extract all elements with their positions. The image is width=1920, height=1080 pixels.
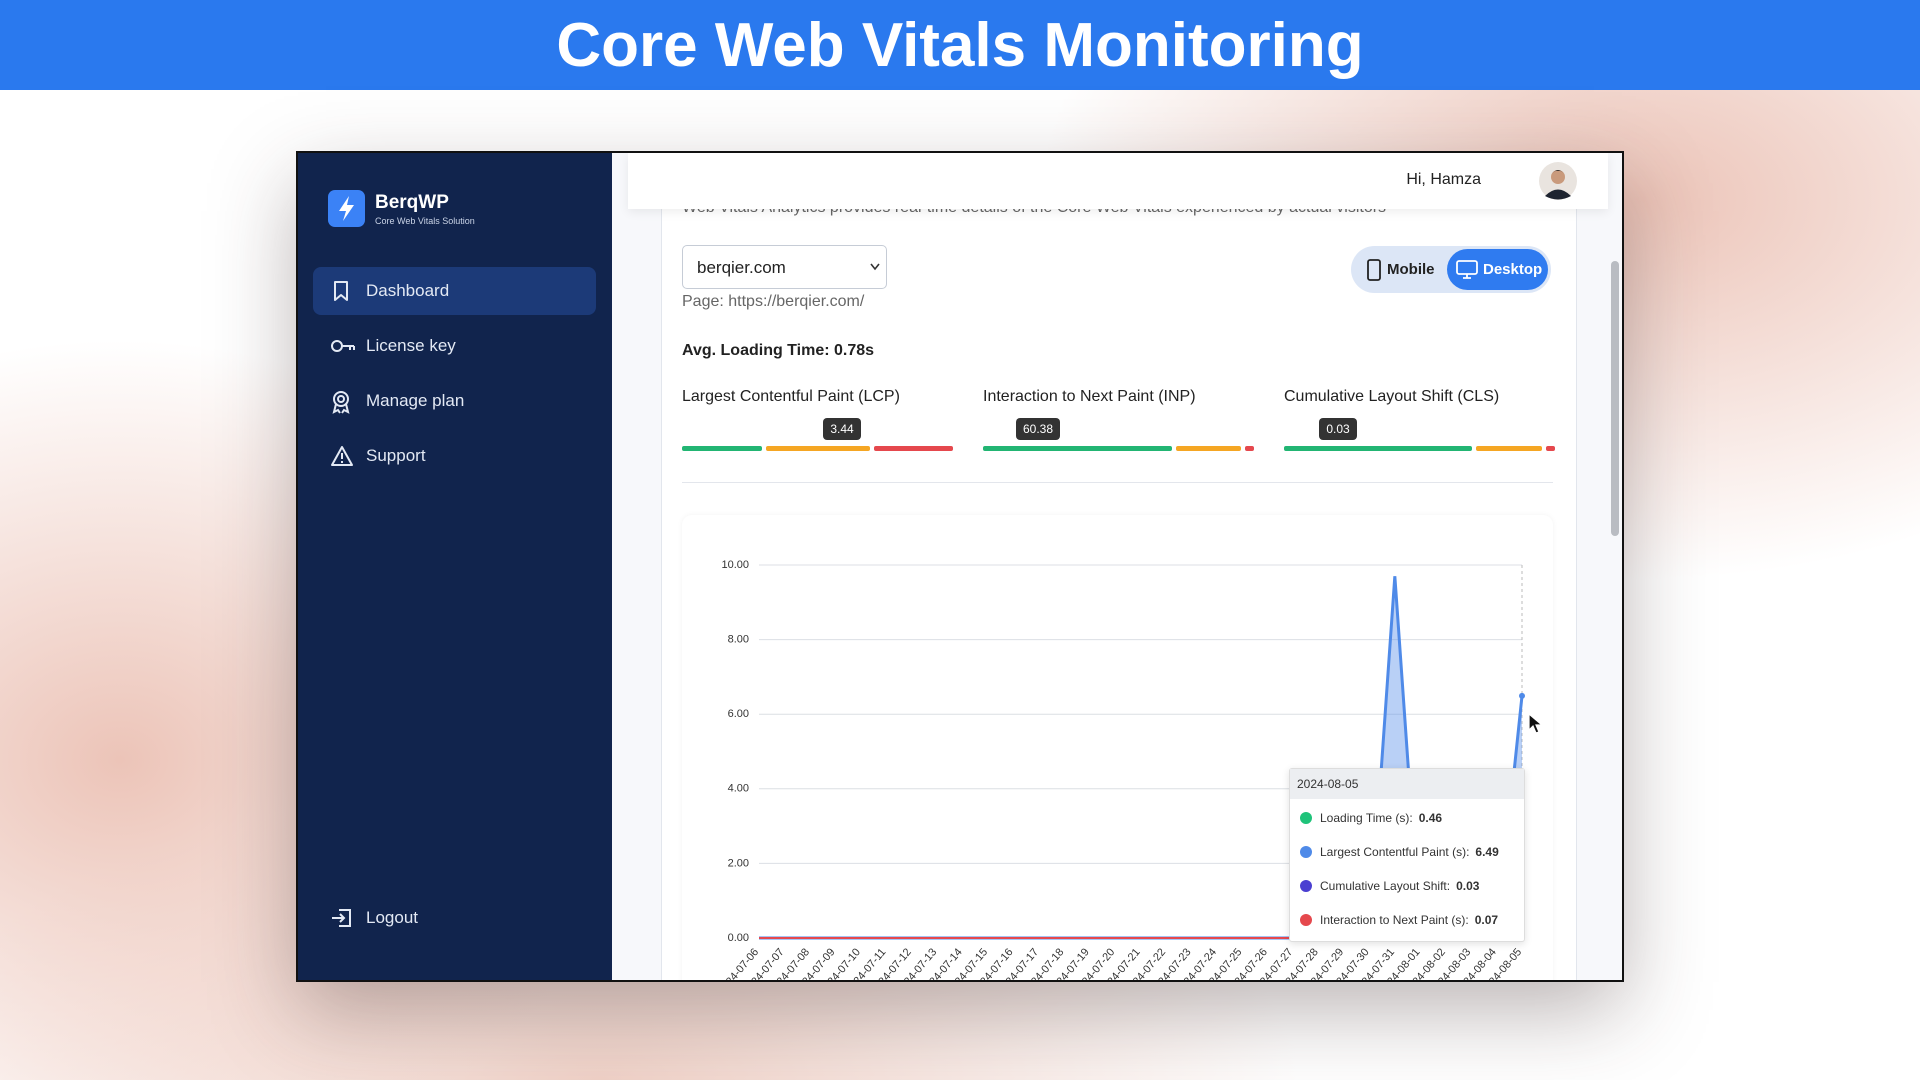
- sidebar: BerqWP Core Web Vitals Solution Dashboar…: [298, 153, 612, 980]
- gauge-segment: [1176, 446, 1241, 451]
- nav-label: Dashboard: [366, 281, 450, 300]
- metric-badge: 0.03: [1298, 418, 1378, 440]
- chart: 0.002.004.006.008.0010.002024-07-062024-…: [716, 559, 1525, 980]
- brand: BerqWP: [375, 192, 449, 213]
- scrollbar[interactable]: [1611, 261, 1619, 536]
- tooltip-value: 0.46: [1418, 811, 1443, 825]
- gauge-segment: [1476, 446, 1542, 451]
- icon: [1367, 259, 1381, 281]
- gauge-segment: [983, 446, 1172, 451]
- avg-loading: Avg. Loading Time: 0.78s: [682, 342, 875, 359]
- icon: [331, 446, 353, 466]
- legend-name: Cumulative Layout Shift:: [1320, 879, 1451, 893]
- tooltip-row: Interaction to Next Paint (s): 0.07: [1300, 913, 1498, 927]
- nav-item[interactable]: Support: [313, 432, 596, 480]
- tooltip-value: 0.03: [1456, 879, 1480, 893]
- logo: [328, 190, 365, 227]
- tooltip-value: 6.49: [1475, 845, 1499, 859]
- logout[interactable]: Logout: [313, 894, 596, 942]
- desktop-option[interactable]: Desktop: [1447, 249, 1548, 290]
- nav-label: Manage plan: [366, 391, 465, 410]
- logout-label: Logout: [366, 908, 418, 927]
- y-tick-label: 10.00: [721, 559, 749, 571]
- metric-value: 0.03: [1319, 418, 1357, 440]
- y-tick-label: 4.00: [728, 783, 749, 795]
- legend-dot: [1300, 812, 1312, 824]
- y-tick-label: 2.00: [728, 857, 749, 869]
- icon: [331, 340, 355, 352]
- legend-name: Loading Time (s):: [1320, 811, 1413, 825]
- banner-title: Core Web Vitals Monitoring: [0, 0, 1920, 90]
- chevron: [870, 263, 880, 271]
- icon: [332, 909, 351, 927]
- icon: [1456, 260, 1478, 279]
- tooltip-value: 0.07: [1474, 913, 1499, 927]
- y-tick-label: 0.00: [728, 932, 749, 944]
- legend-name: Largest Contentful Paint (s):: [1320, 845, 1470, 859]
- app-window: BerqWP Core Web Vitals Solution Dashboar…: [296, 151, 1624, 982]
- toggle-label: Mobile: [1387, 261, 1435, 278]
- legend-dot: [1300, 846, 1312, 858]
- icon: [332, 391, 350, 414]
- gauge-segment: [682, 446, 762, 451]
- legend-name: Interaction to Next Paint (s):: [1320, 913, 1469, 927]
- device-toggle: Mobile Desktop: [1351, 246, 1551, 293]
- icon: [334, 281, 348, 301]
- page-url: Page: https://berqier.com/: [682, 293, 865, 310]
- metric-badge: 60.38: [998, 418, 1078, 440]
- separator: [682, 482, 1553, 483]
- gauge-segment: [874, 446, 953, 451]
- tooltip-row: Largest Contentful Paint (s): 6.49: [1300, 845, 1499, 859]
- metric-title: Largest Contentful Paint (LCP): [682, 388, 900, 405]
- hover-point: [1519, 692, 1525, 699]
- metric-title: Interaction to Next Paint (INP): [983, 388, 1196, 405]
- legend-dot: [1300, 880, 1312, 892]
- cursor: [1528, 713, 1544, 734]
- mobile-option[interactable]: Mobile: [1353, 248, 1445, 291]
- topbar: Hi, Hamza: [628, 153, 1608, 209]
- gauge-segment: [1284, 446, 1472, 451]
- y-tick-label: 8.00: [728, 634, 749, 646]
- nav-label: License key: [366, 336, 456, 355]
- site-value: berqier.com: [697, 258, 786, 277]
- legend-dot: [1300, 914, 1312, 926]
- nav-item[interactable]: License key: [313, 322, 596, 370]
- nav-label: Support: [366, 446, 426, 465]
- tagline: Core Web Vitals Solution: [375, 216, 475, 226]
- y-tick-label: 6.00: [728, 708, 749, 720]
- tooltip-row: Cumulative Layout Shift: 0.03: [1300, 879, 1479, 893]
- metric-badge: 3.44: [802, 418, 882, 440]
- metric-value: 3.44: [823, 418, 861, 440]
- toggle-label: Desktop: [1483, 261, 1543, 278]
- tooltip: 2024-08-05 Loading Time (s): 0.46 Largest …: [1289, 768, 1525, 942]
- greeting: Hi, Hamza: [1406, 171, 1481, 188]
- site-select[interactable]: berqier.com: [682, 245, 887, 289]
- nav-item[interactable]: Dashboard: [313, 267, 596, 315]
- metric-title: Cumulative Layout Shift (CLS): [1284, 388, 1500, 405]
- avatar[interactable]: [1538, 161, 1578, 201]
- gauge-segment: [1245, 446, 1254, 451]
- tooltip-date: 2024-08-05: [1290, 769, 1524, 799]
- tooltip-row: Loading Time (s): 0.46: [1300, 811, 1442, 825]
- gauge-segment: [766, 446, 870, 451]
- gauge-segment: [1546, 446, 1555, 451]
- metric-value: 60.38: [1015, 418, 1061, 440]
- nav-item[interactable]: Manage plan: [313, 377, 596, 425]
